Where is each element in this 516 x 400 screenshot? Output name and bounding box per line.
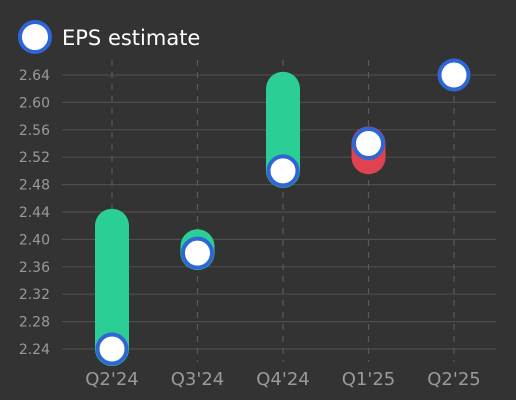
y-tick-label: 2.32 [19, 287, 50, 303]
estimate-markers [95, 58, 471, 366]
y-tick-label: 2.44 [19, 205, 50, 221]
y-tick-label: 2.28 [19, 315, 50, 331]
estimate-marker [437, 58, 471, 92]
estimate-marker [95, 332, 129, 366]
y-tick-label: 2.36 [19, 260, 50, 276]
range-bar [95, 208, 129, 366]
estimate-marker [352, 127, 385, 160]
x-tick-label: Q4'24 [256, 369, 309, 390]
x-axis-ticks: Q2'24 Q3'24 Q4'24 Q1'25 Q2'25 [85, 369, 480, 390]
estimate-marker [266, 154, 300, 188]
x-tick-label: Q2'25 [427, 369, 480, 390]
y-tick-label: 2.60 [19, 95, 50, 111]
legend-label: EPS estimate [62, 26, 200, 50]
x-tick-label: Q1'25 [342, 369, 395, 390]
estimate-marker [181, 236, 214, 270]
y-tick-label: 2.64 [19, 68, 50, 84]
legend: EPS estimate [18, 20, 200, 54]
y-tick-label: 2.48 [19, 178, 50, 194]
y-axis-ticks: 2.24 2.28 2.32 2.36 2.40 2.44 2.48 2.52 2.56 2.60… [19, 68, 50, 358]
x-tick-label: Q2'24 [85, 369, 138, 390]
y-tick-label: 2.52 [19, 150, 50, 166]
y-tick-label: 2.24 [19, 342, 50, 358]
y-tick-label: 2.40 [19, 232, 50, 248]
y-tick-label: 2.56 [19, 123, 50, 139]
legend-marker [18, 20, 52, 54]
x-tick-label: Q3'24 [171, 369, 224, 390]
